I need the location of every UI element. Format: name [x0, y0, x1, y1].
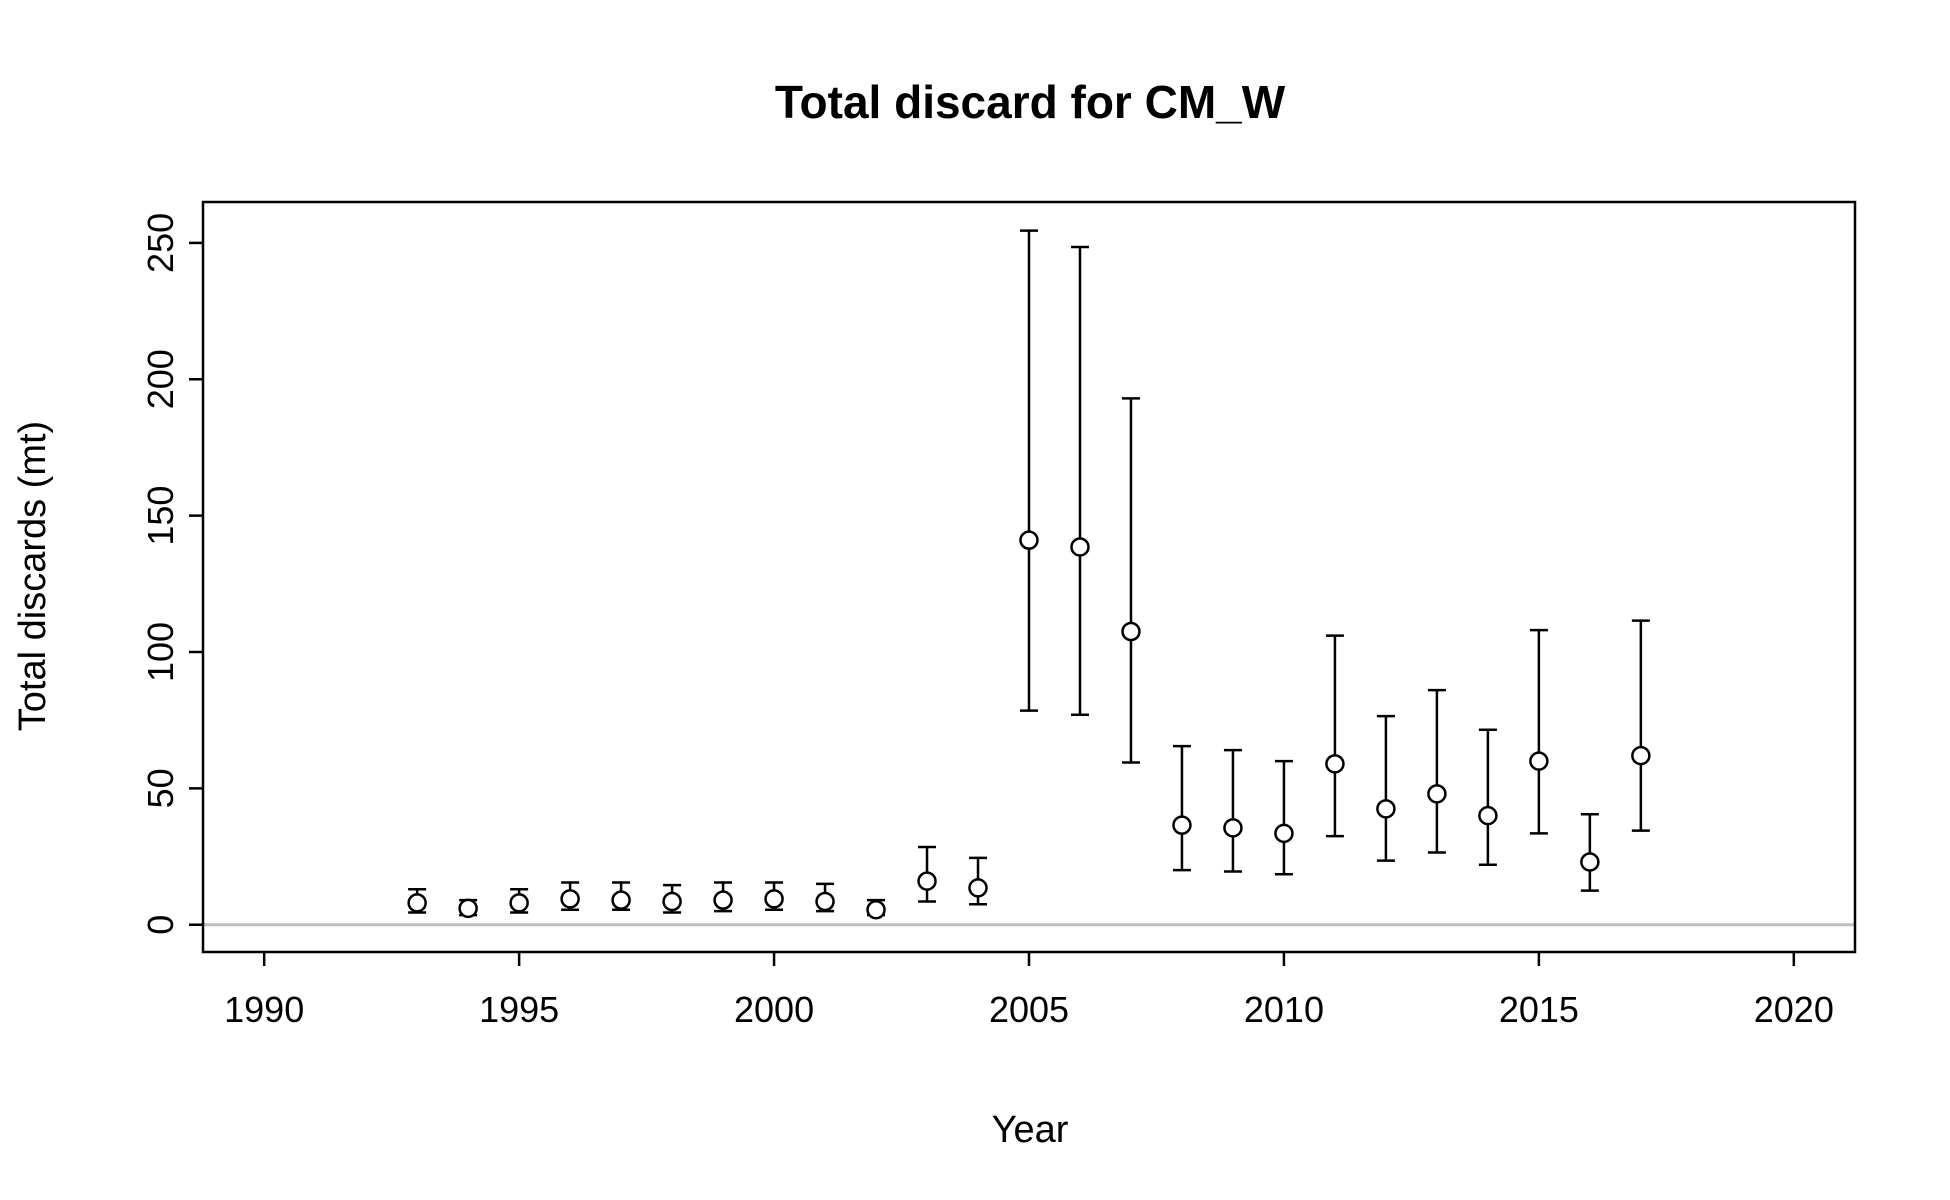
data-point — [611, 890, 631, 910]
data-point — [917, 871, 937, 891]
data-point — [1274, 823, 1294, 844]
x-tick-label: 1990 — [224, 989, 304, 1030]
data-point — [1478, 805, 1498, 826]
plot-area: 1990 1995 2000 2005 2010 2015 2020 0 50 100 150 200… — [140, 200, 1857, 1030]
data-point — [866, 899, 886, 920]
data-point — [764, 889, 784, 909]
chart-title: Total discard for CM_W — [775, 76, 1286, 128]
data-point — [1427, 784, 1447, 804]
data-point — [407, 893, 427, 913]
data-point — [968, 878, 988, 898]
y-tick-label: 50 — [140, 768, 181, 808]
data-point — [1070, 537, 1090, 557]
x-tick-label: 2010 — [1244, 989, 1324, 1030]
data-point — [662, 891, 682, 912]
y-tick-label: 150 — [140, 486, 181, 546]
data-point — [1019, 530, 1039, 550]
x-tick-label: 2020 — [1754, 989, 1834, 1030]
x-tick-label: 1995 — [479, 989, 559, 1030]
data-point — [1580, 852, 1600, 872]
data-point — [815, 891, 835, 912]
data-point — [713, 890, 733, 910]
x-tick-label: 2015 — [1499, 989, 1579, 1030]
y-tick-label: 100 — [140, 622, 181, 682]
data-point — [1631, 745, 1651, 766]
data-point — [1223, 818, 1243, 838]
y-tick-label: 200 — [140, 349, 181, 409]
data-point — [1529, 751, 1549, 771]
data-point — [1172, 815, 1192, 835]
data-point — [1121, 621, 1141, 642]
data-point — [1376, 799, 1396, 819]
x-tick-label: 2005 — [989, 989, 1069, 1030]
y-tick-label: 0 — [140, 915, 181, 935]
x-axis-label: Year — [992, 1109, 1069, 1151]
y-axis-label: Total discards (mt) — [12, 421, 54, 731]
data-point — [560, 889, 580, 909]
data-point — [509, 893, 529, 913]
data-point — [1325, 754, 1345, 774]
x-tick-label: 2000 — [734, 989, 814, 1030]
y-tick-label: 250 — [140, 213, 181, 273]
data-point — [458, 898, 478, 919]
